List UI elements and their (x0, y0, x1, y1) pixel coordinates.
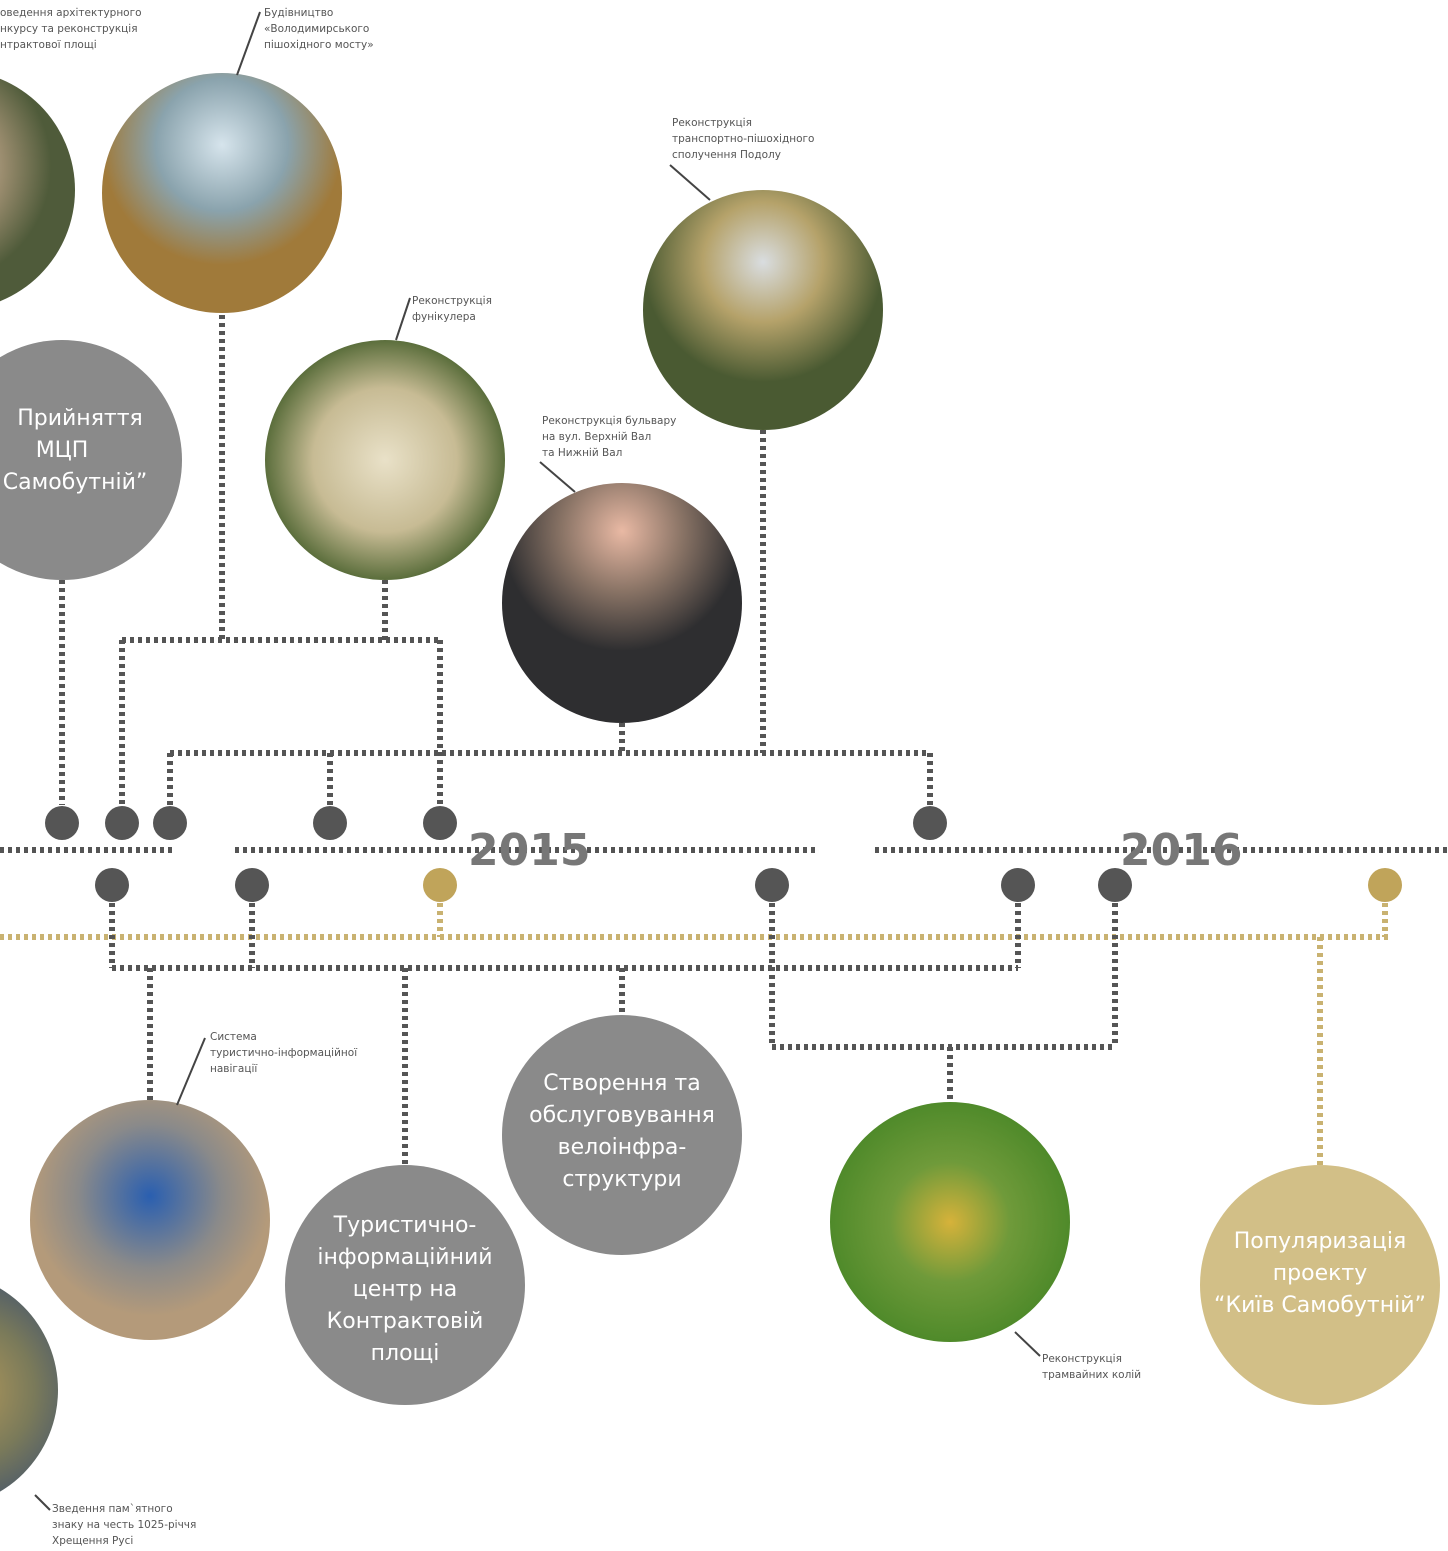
shape (0, 1272, 58, 1508)
shape (670, 165, 710, 200)
caption: Хрещення Русі (52, 1535, 133, 1547)
caption: сполучення Подолу (672, 149, 781, 161)
caption: Система (210, 1031, 257, 1043)
shape (643, 190, 883, 430)
milestone-text: “Київ Самобутній” (1214, 1293, 1426, 1318)
shape (830, 1102, 1070, 1342)
caption: Реконструкція (412, 295, 492, 307)
caption: Реконструкція (1042, 1353, 1122, 1365)
milestone-text: інформаційний (317, 1245, 492, 1270)
year-label: 2016 (1120, 825, 1242, 876)
page: 2015 2016 оведення архітектурного нкурсу… (0, 0, 1448, 1551)
shape (30, 1100, 270, 1340)
milestone-text: обслуговування (529, 1103, 715, 1128)
shape (1015, 1332, 1040, 1356)
timeline-diagram: 2015 2016 оведення архітектурного нкурсу… (0, 0, 1448, 1551)
shape (423, 806, 457, 840)
year-label: 2015 (468, 825, 590, 876)
caption: на вул. Верхній Вал (542, 431, 651, 443)
shape (237, 12, 260, 75)
milestone-text: велоінфра- (558, 1135, 687, 1160)
shape (1098, 868, 1132, 902)
milestone-text: структури (562, 1167, 681, 1192)
milestone-text: центр на (353, 1277, 458, 1302)
shape (423, 868, 457, 902)
shape (235, 868, 269, 902)
caption: знаку на честь 1025-річчя (52, 1519, 196, 1531)
caption: оведення архітектурного (0, 7, 142, 19)
milestone-text: Прийняття (17, 406, 143, 431)
shape (102, 73, 342, 313)
shape (105, 806, 139, 840)
milestone-text: їв Самобутній” (0, 470, 147, 495)
shape (772, 903, 1115, 1100)
shape (35, 1495, 50, 1510)
milestone-text: Контрактовій (327, 1309, 484, 1334)
caption: навігації (210, 1063, 257, 1075)
caption: нтрактової площі (0, 39, 97, 51)
caption: Будівництво (264, 7, 333, 19)
shape (1001, 868, 1035, 902)
shape (540, 462, 575, 492)
caption: туристично-інформаційної (210, 1047, 357, 1059)
milestone-text: Туристично- (333, 1213, 477, 1238)
milestone-text: МЦП (36, 438, 89, 463)
caption: Зведення пам`ятного (52, 1503, 173, 1515)
milestone-circle (0, 340, 182, 580)
shape (913, 806, 947, 840)
shape (177, 1038, 205, 1105)
milestone-text: Популяризація (1234, 1229, 1406, 1254)
caption: нкурсу та реконструкція (0, 23, 138, 35)
caption: пішохідного мосту» (264, 39, 374, 51)
shape (1368, 868, 1402, 902)
caption: фунікулера (412, 311, 476, 323)
shape (502, 483, 742, 723)
milestone-text: Створення та (543, 1071, 700, 1096)
shape (153, 806, 187, 840)
milestone-text: проекту (1273, 1261, 1367, 1286)
shape (45, 806, 79, 840)
photos (0, 70, 1070, 1508)
caption: «Володимирського (264, 23, 369, 35)
caption: трамвайних колій (1042, 1369, 1141, 1381)
shape (396, 298, 410, 340)
shape (95, 868, 129, 902)
shape (755, 868, 789, 902)
shape (313, 806, 347, 840)
caption: та Нижній Вал (542, 447, 622, 459)
caption: Реконструкція бульвару (542, 415, 676, 427)
caption: транспортно-пішохідного (672, 133, 814, 145)
caption: Реконструкція (672, 117, 752, 129)
milestone-text: площі (371, 1341, 440, 1366)
shape (265, 340, 505, 580)
shape (0, 70, 75, 310)
